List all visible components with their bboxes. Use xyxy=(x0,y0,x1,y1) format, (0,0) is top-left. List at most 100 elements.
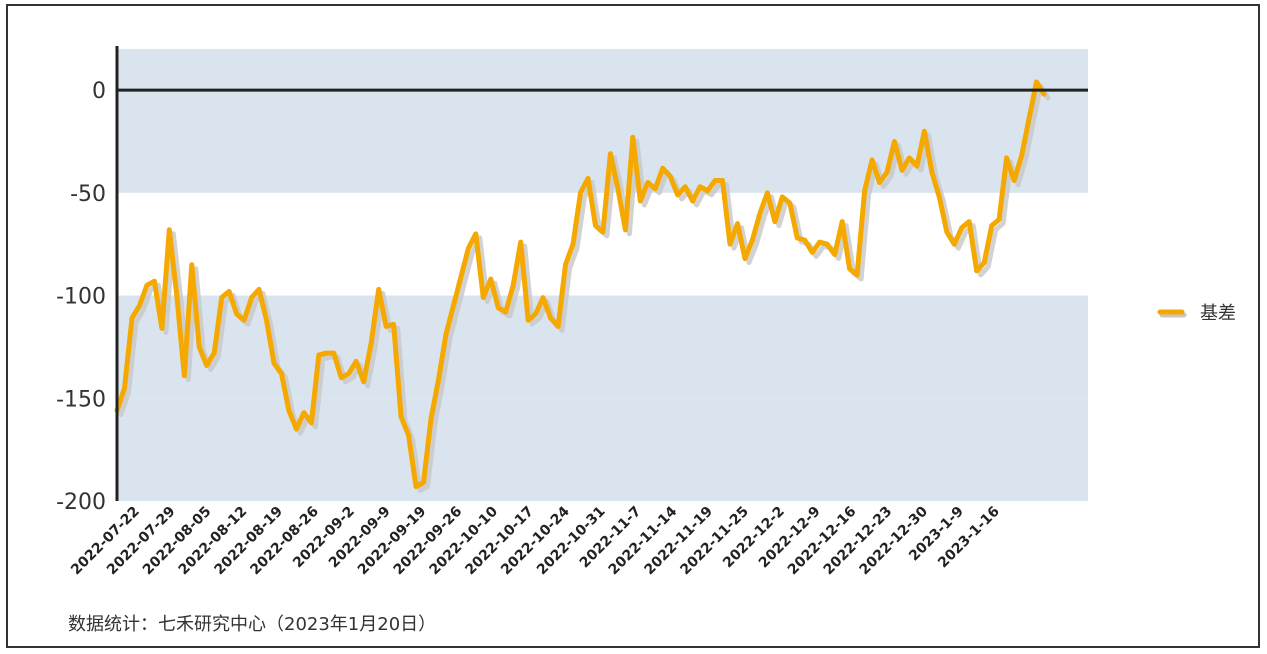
data-point xyxy=(892,139,896,143)
data-point xyxy=(930,170,934,174)
data-point xyxy=(451,304,455,308)
data-point xyxy=(1012,178,1016,182)
y-tick-label: -200 xyxy=(56,490,106,515)
data-point xyxy=(840,220,844,224)
data-point xyxy=(623,228,627,232)
data-point xyxy=(706,189,710,193)
data-point xyxy=(137,304,141,308)
data-point xyxy=(691,199,695,203)
data-point xyxy=(145,283,149,287)
data-point xyxy=(197,345,201,349)
data-point xyxy=(900,168,904,172)
data-point xyxy=(870,158,874,162)
data-point xyxy=(952,242,956,246)
band-0 xyxy=(117,49,1088,193)
data-point xyxy=(429,417,433,421)
data-point xyxy=(302,411,306,415)
data-point xyxy=(250,296,254,300)
data-point xyxy=(653,187,657,191)
data-point xyxy=(324,351,328,355)
data-point xyxy=(803,238,807,242)
data-point xyxy=(728,242,732,246)
series-shadow xyxy=(118,83,1051,494)
data-point xyxy=(122,386,126,390)
data-point xyxy=(1027,117,1031,121)
data-point xyxy=(436,378,440,382)
data-point xyxy=(422,481,426,485)
data-point xyxy=(504,310,508,314)
data-point xyxy=(190,263,194,267)
data-point xyxy=(975,269,979,273)
data-point xyxy=(1020,154,1024,158)
data-point xyxy=(735,222,739,226)
data-point xyxy=(788,201,792,205)
data-point xyxy=(377,287,381,291)
data-point xyxy=(721,178,725,182)
data-point xyxy=(848,267,852,271)
data-point xyxy=(294,427,298,431)
data-point xyxy=(511,283,515,287)
data-point xyxy=(676,193,680,197)
legend: 基差 xyxy=(1157,303,1236,324)
data-point xyxy=(960,226,964,230)
data-point xyxy=(907,156,911,160)
data-point xyxy=(810,250,814,254)
data-point xyxy=(332,351,336,355)
data-point xyxy=(773,220,777,224)
data-point xyxy=(990,224,994,228)
data-point xyxy=(212,351,216,355)
data-point xyxy=(526,318,530,322)
data-point xyxy=(855,273,859,277)
y-tick-label: -100 xyxy=(56,285,106,310)
data-point xyxy=(825,242,829,246)
data-point xyxy=(227,289,231,293)
data-point xyxy=(1035,80,1039,84)
data-point xyxy=(317,353,321,357)
y-tick-label: 0 xyxy=(92,79,106,104)
data-point xyxy=(369,341,373,345)
data-point xyxy=(668,174,672,178)
axes xyxy=(115,46,1088,501)
data-point xyxy=(354,359,358,363)
data-point xyxy=(586,176,590,180)
data-point xyxy=(384,324,388,328)
data-point xyxy=(549,316,553,320)
data-point xyxy=(257,287,261,291)
data-point xyxy=(758,211,762,215)
data-point xyxy=(160,326,164,330)
data-point xyxy=(205,363,209,367)
data-point xyxy=(997,218,1001,222)
legend-label: 基差 xyxy=(1200,303,1236,324)
data-point xyxy=(519,240,523,244)
data-point xyxy=(496,306,500,310)
data-point xyxy=(1042,92,1046,96)
band-2 xyxy=(117,398,1088,501)
data-point xyxy=(347,372,351,376)
data-point xyxy=(915,164,919,168)
data-point xyxy=(818,240,822,244)
data-point xyxy=(339,376,343,380)
data-point xyxy=(242,318,246,322)
data-point xyxy=(459,275,463,279)
data-point xyxy=(683,185,687,189)
data-point xyxy=(878,181,882,185)
data-point xyxy=(564,263,568,267)
data-point xyxy=(743,257,747,261)
data-point xyxy=(407,433,411,437)
data-point xyxy=(571,242,575,246)
data-point xyxy=(556,324,560,328)
data-point xyxy=(182,374,186,378)
data-point xyxy=(541,296,545,300)
data-point xyxy=(414,485,418,489)
data-point xyxy=(698,185,702,189)
background-bands xyxy=(117,49,1088,501)
data-point xyxy=(265,318,269,322)
data-point xyxy=(945,230,949,234)
data-point xyxy=(235,312,239,316)
y-tick-label: -150 xyxy=(56,387,106,412)
data-point xyxy=(481,296,485,300)
x-axis-ticks: 2022-07-222022-07-292022-08-052022-08-12… xyxy=(68,503,1003,578)
y-tick-label: -50 xyxy=(70,182,106,207)
data-point xyxy=(272,361,276,365)
